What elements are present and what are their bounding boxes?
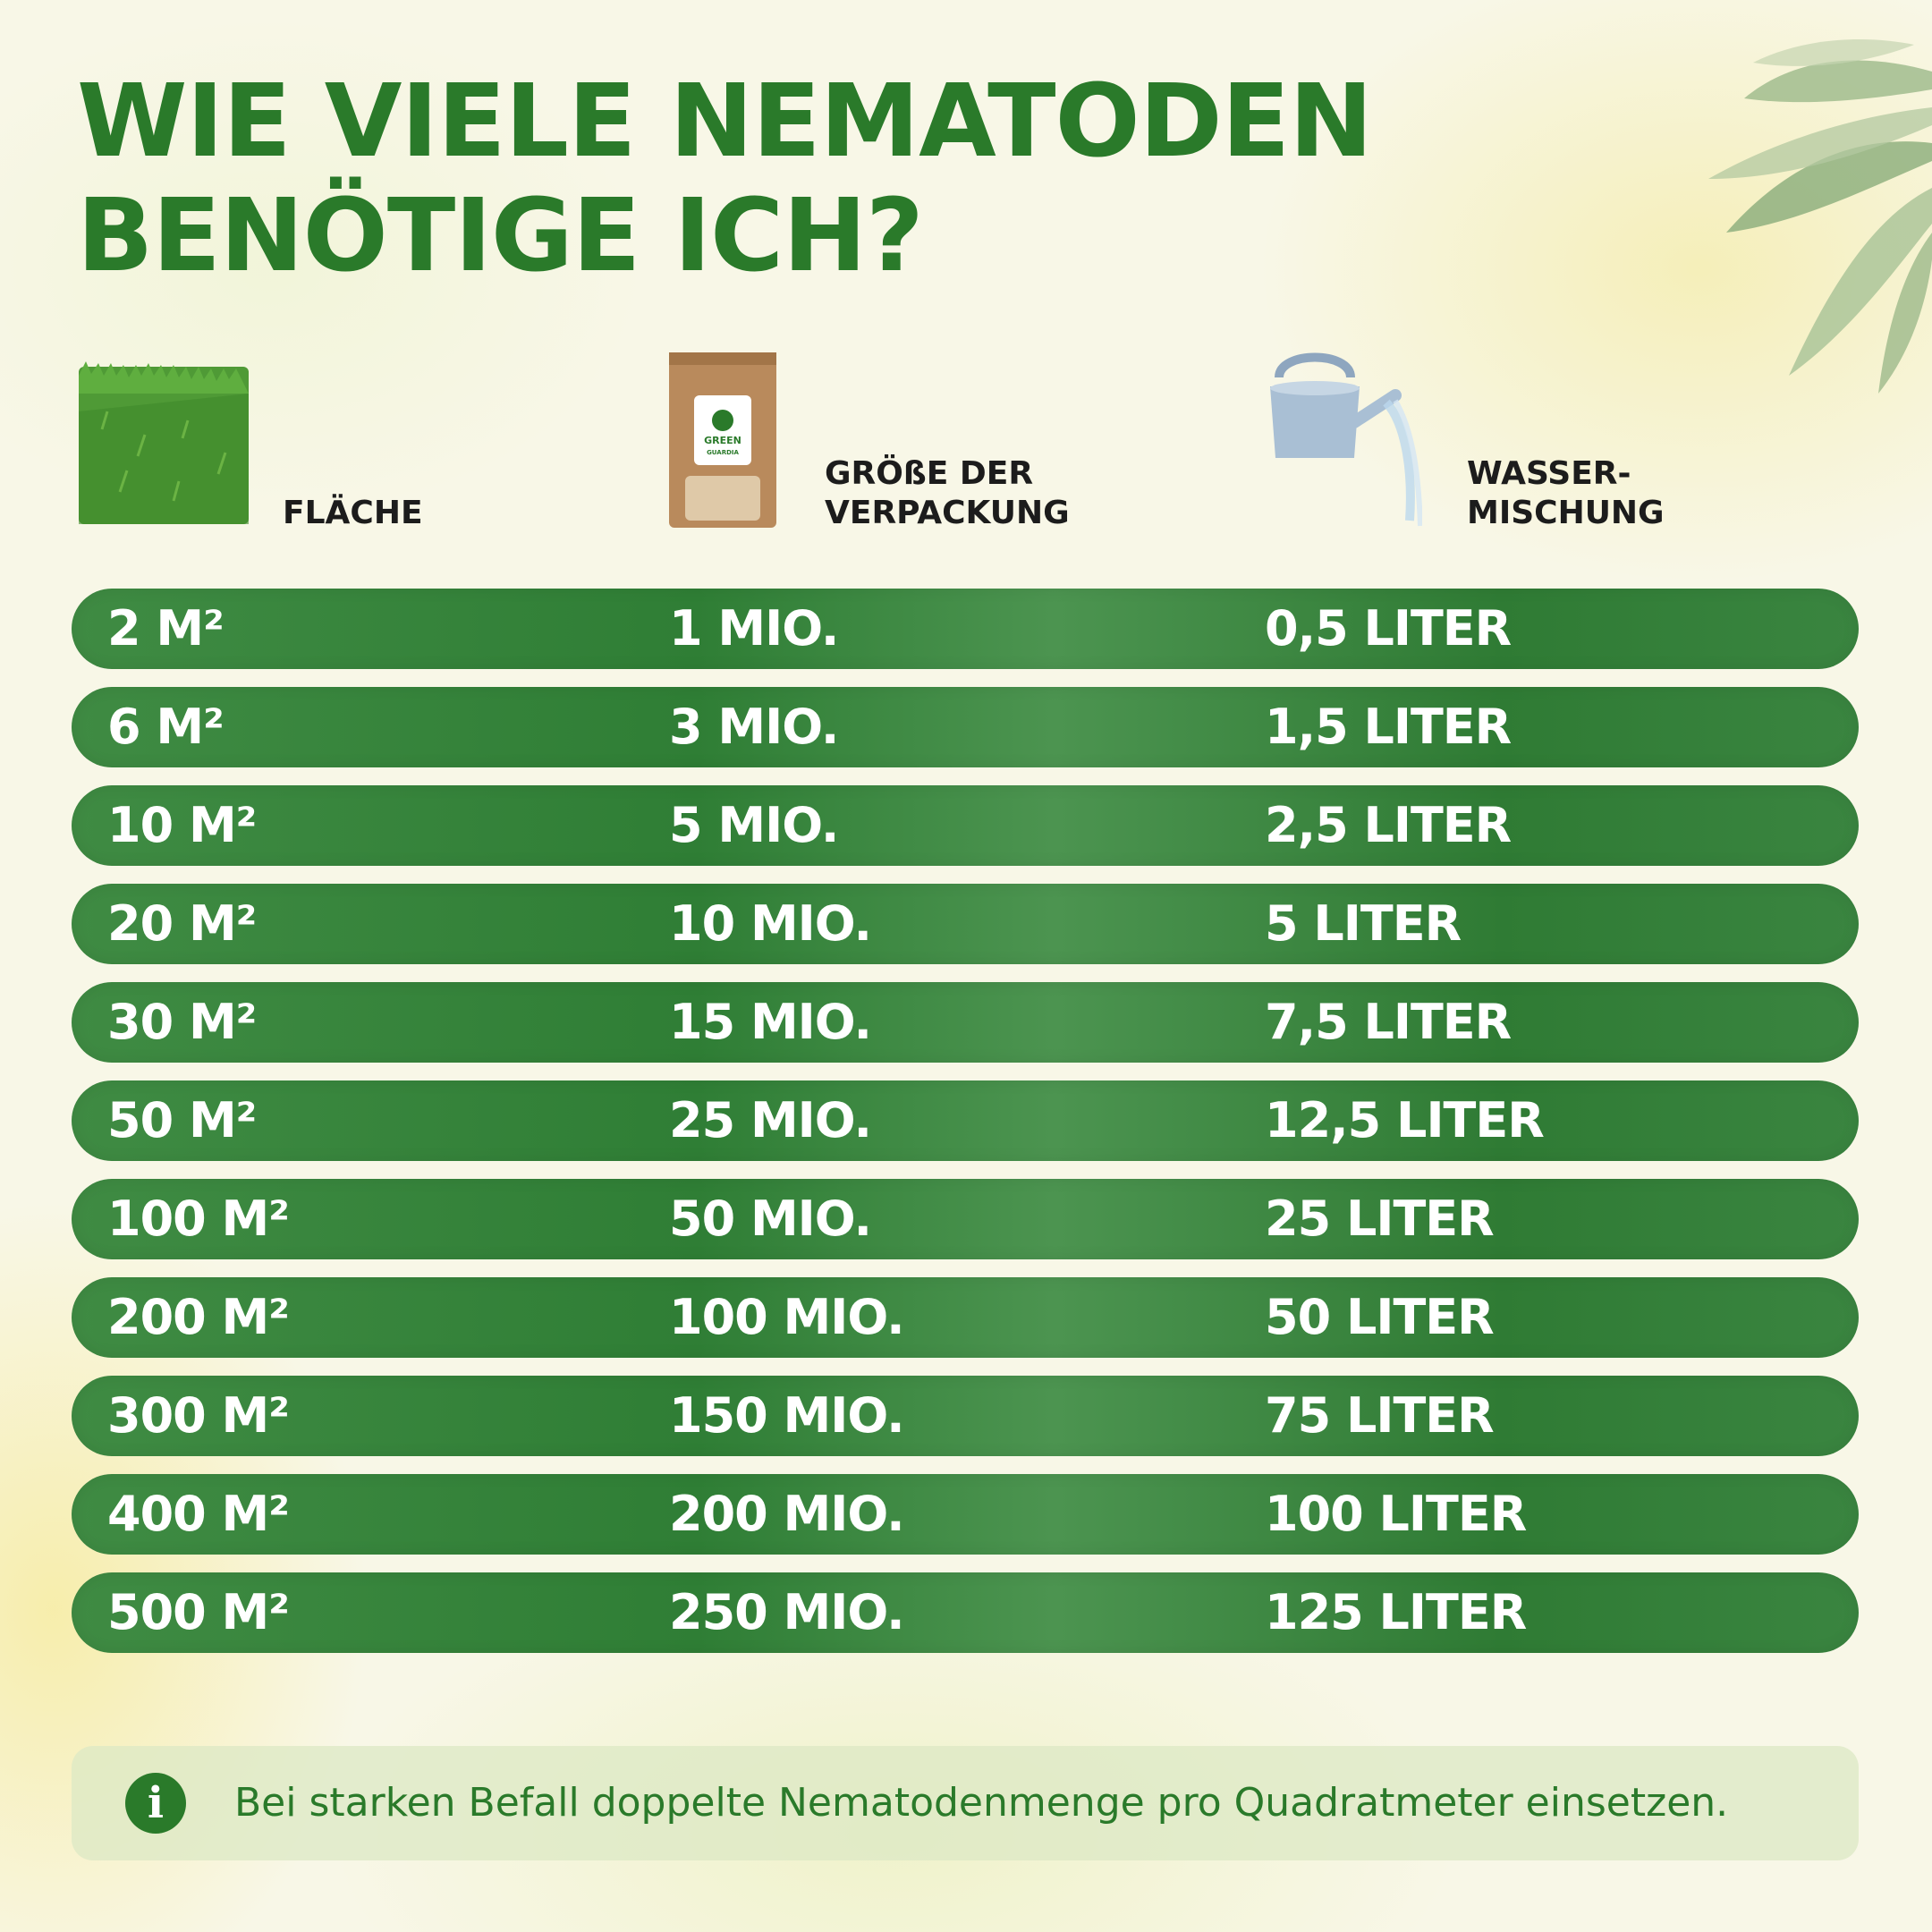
area-cell: 10 M² [107,797,257,853]
package-cell: 50 MIO. [669,1191,872,1247]
watering-can-icon [1261,351,1423,530]
package-cell: 150 MIO. [669,1387,905,1444]
water-cell: 12,5 LITER [1265,1092,1545,1148]
area-column-label: FLÄCHE [283,495,423,531]
package-cell: 250 MIO. [669,1584,905,1640]
table-row: 2 M² 1 MIO. 0,5 LITER [72,589,1859,669]
package-cell: 3 MIO. [669,699,839,755]
table-row: 20 M² 10 MIO. 5 LITER [72,884,1859,964]
water-cell: 50 LITER [1265,1289,1495,1345]
area-cell: 300 M² [107,1387,290,1444]
package-brand-2: GUARDIA [707,449,739,456]
area-cell: 6 M² [107,699,225,755]
package-cell: 100 MIO. [669,1289,905,1345]
water-column-label: WASSER- MISCHUNG [1467,455,1665,531]
info-icon: i [125,1773,186,1834]
water-cell: 5 LITER [1265,895,1462,952]
table-row: 50 M² 25 MIO. 12,5 LITER [72,1080,1859,1161]
info-note: i Bei starken Befall doppelte Nematodenm… [72,1746,1859,1860]
table-row: 6 M² 3 MIO. 1,5 LITER [72,687,1859,767]
table-row: 500 M² 250 MIO. 125 LITER [72,1572,1859,1653]
title-line-1: WIE VIELE NEMATODEN [77,64,1373,180]
package-cell: 1 MIO. [669,600,839,657]
package-cell: 10 MIO. [669,895,872,952]
info-note-text: Bei starken Befall doppelte Nematodenmen… [234,1780,1729,1826]
table-row: 200 M² 100 MIO. 50 LITER [72,1277,1859,1358]
page-title: WIE VIELE NEMATODEN BENÖTIGE ICH? [77,64,1373,294]
package-cell: 25 MIO. [669,1092,872,1148]
table-row: 300 M² 150 MIO. 75 LITER [72,1376,1859,1456]
water-cell: 25 LITER [1265,1191,1495,1247]
area-cell: 20 M² [107,895,257,952]
water-cell: 125 LITER [1265,1584,1527,1640]
area-cell: 500 M² [107,1584,290,1640]
water-cell: 2,5 LITER [1265,797,1512,853]
package-cell: 200 MIO. [669,1486,905,1542]
water-cell: 75 LITER [1265,1387,1495,1444]
water-cell: 7,5 LITER [1265,994,1512,1050]
title-line-2: BENÖTIGE ICH? [77,178,924,294]
area-cell: 200 M² [107,1289,290,1345]
table-row: 100 M² 50 MIO. 25 LITER [72,1179,1859,1259]
area-cell: 100 M² [107,1191,290,1247]
area-cell: 30 M² [107,994,257,1050]
table-row: 10 M² 5 MIO. 2,5 LITER [72,785,1859,866]
dosage-table: 2 M² 1 MIO. 0,5 LITER 6 M² 3 MIO. 1,5 LI… [72,589,1859,1671]
table-row: 400 M² 200 MIO. 100 LITER [72,1474,1859,1555]
package-column-label: GRÖßE DER VERPACKUNG [825,455,1070,531]
area-cell: 50 M² [107,1092,257,1148]
package-cell: 15 MIO. [669,994,872,1050]
package-cell: 5 MIO. [669,797,839,853]
grass-icon [75,358,254,528]
water-cell: 100 LITER [1265,1486,1527,1542]
water-cell: 0,5 LITER [1265,600,1512,657]
water-cell: 1,5 LITER [1265,699,1512,755]
leaves-icon [1708,39,1932,394]
table-row: 30 M² 15 MIO. 7,5 LITER [72,982,1859,1063]
area-cell: 2 M² [107,600,225,657]
package-icon: GREEN GUARDIA [667,351,778,530]
package-brand-1: GREEN [704,435,741,446]
area-cell: 400 M² [107,1486,290,1542]
